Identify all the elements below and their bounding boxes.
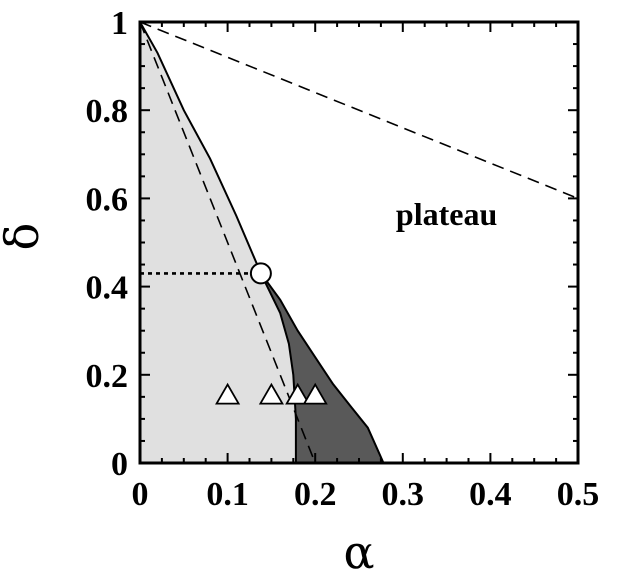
light-region: [140, 22, 296, 463]
dark-region-boundary-line: [260, 272, 385, 464]
triangle-marker-1: [215, 382, 241, 405]
y-tick-label: 0.4: [86, 270, 129, 307]
y-tick-label: 0: [111, 446, 128, 483]
triangle-marker-4: [302, 382, 328, 405]
x-axis-label: α: [343, 525, 374, 576]
x-tick-label: 0.4: [469, 476, 512, 513]
x-tick-label: 0.5: [557, 476, 600, 513]
dashed-line-steep: [139, 21, 316, 464]
y-tick-label: 0.8: [86, 93, 129, 130]
triangle-marker-3: [285, 382, 311, 405]
x-tick-label: 0.2: [294, 476, 337, 513]
tick-labels: 0 0.1 0.2 0.3 0.4 0.5 0 0.2 0.4 0.6 0.8 1: [86, 5, 600, 513]
plateau-annotation: plateau: [396, 196, 497, 232]
circle-marker: [249, 262, 272, 285]
triangle-marker-2: [258, 382, 284, 405]
markers: [215, 262, 328, 405]
y-tick-label: 0.6: [86, 181, 129, 218]
axis-ticks: [139, 21, 579, 464]
y-tick-label: 1: [111, 5, 128, 42]
x-tick-label: 0.1: [206, 476, 249, 513]
y-tick-label: 0.2: [86, 358, 129, 395]
x-tick-label: 0: [132, 476, 149, 513]
y-axis-label: δ: [0, 223, 49, 251]
x-tick-label: 0.3: [382, 476, 425, 513]
dashed-line-shallow: [139, 21, 579, 200]
